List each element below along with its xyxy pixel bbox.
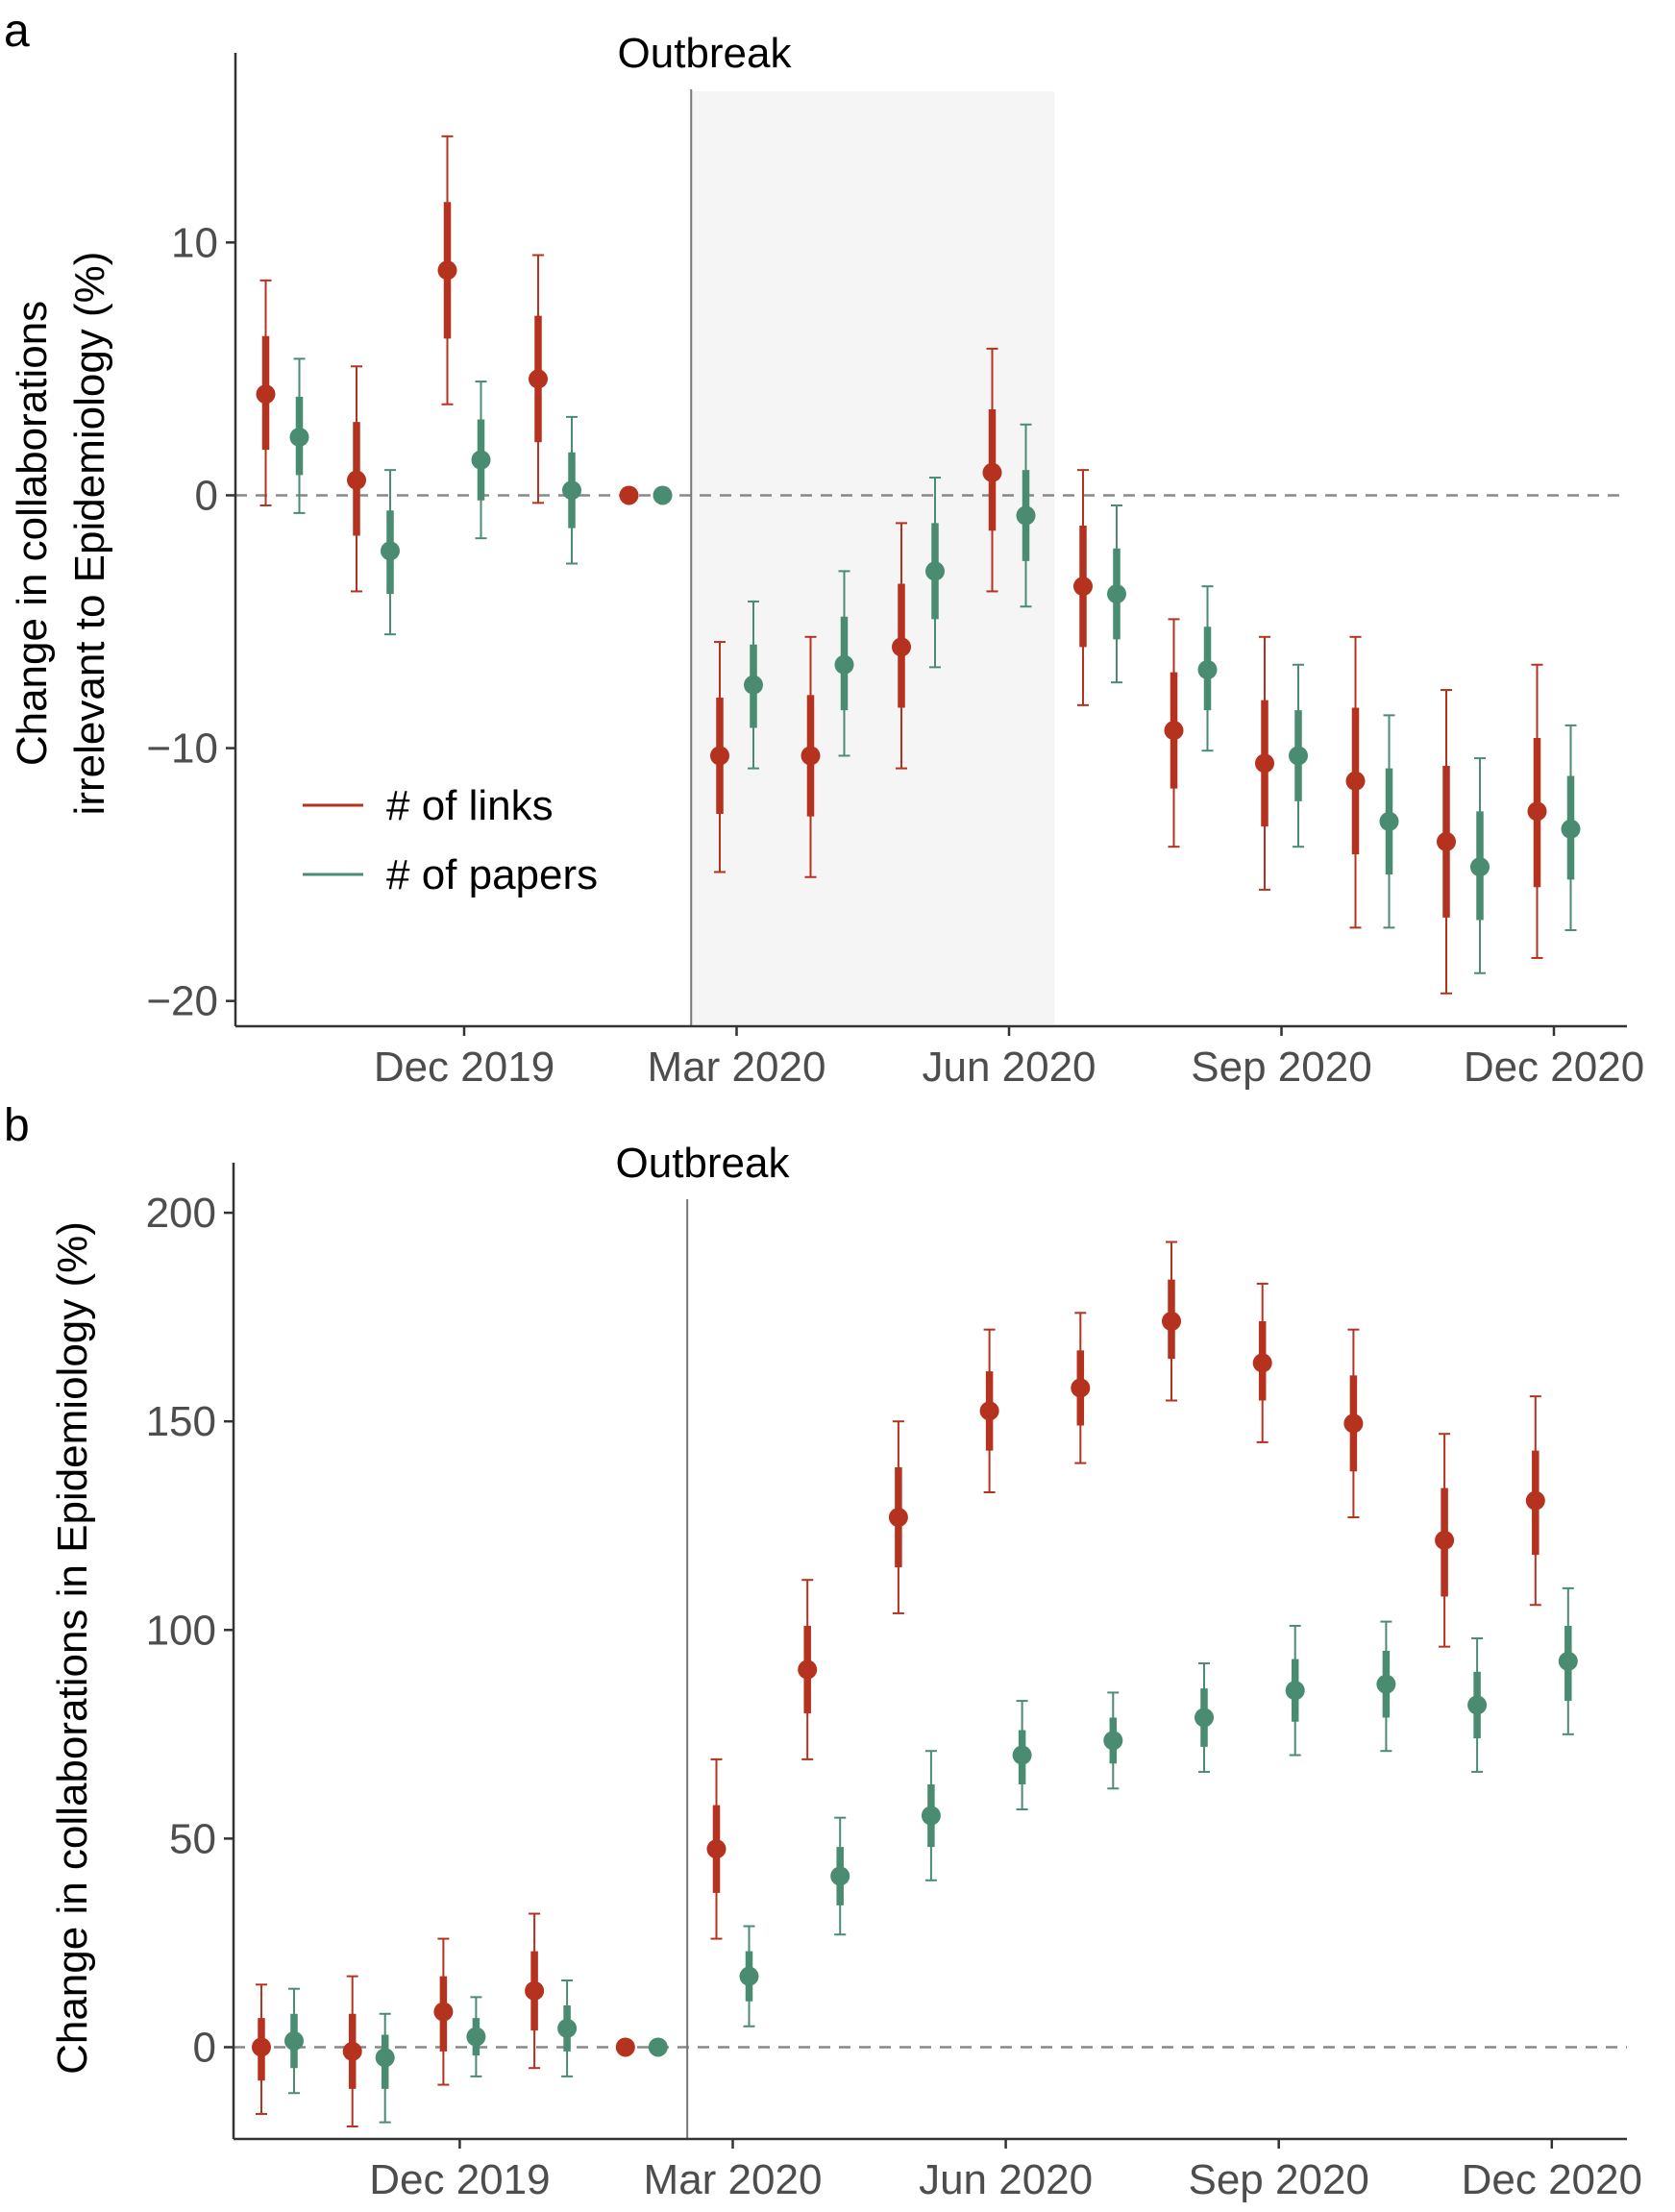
shaded-period [691, 91, 1055, 1024]
x-tick-label: Dec 2019 [369, 2156, 550, 2203]
data-point [1345, 771, 1366, 791]
data-point [1255, 753, 1274, 774]
y-axis-title: irrelevant to Epidemiology (%) [66, 252, 113, 816]
data-point [653, 485, 673, 505]
data-point [619, 485, 639, 505]
data-point [1107, 584, 1126, 604]
data-point [1073, 577, 1093, 597]
data-point [471, 450, 491, 470]
y-tick-label: −10 [146, 725, 218, 773]
data-point [529, 369, 548, 389]
data-point [982, 462, 1002, 482]
data-point [1470, 857, 1490, 877]
data-point [437, 260, 457, 281]
data-point [648, 2037, 668, 2057]
panel-letter: a [4, 6, 30, 57]
data-point [615, 2037, 635, 2057]
x-tick-label: Sep 2020 [1188, 2156, 1368, 2203]
data-point [1195, 1708, 1214, 1728]
data-point [1525, 1490, 1545, 1511]
data-point [798, 1659, 818, 1680]
data-point [1437, 831, 1456, 851]
series-papers [289, 357, 1581, 974]
data-point [1558, 1651, 1578, 1671]
data-point [525, 1980, 545, 2001]
data-point [979, 1401, 999, 1421]
data-point [289, 427, 309, 447]
series-links [256, 135, 1547, 995]
y-axis-title: Change in collaborations [9, 301, 56, 766]
panel-a: a Outbreak 10 0 −10 −20 Dec 2019 Mar 2020 Jun 20… [4, 6, 1644, 1091]
data-point [1197, 660, 1218, 680]
series-links [252, 1241, 1545, 2127]
data-point [562, 480, 581, 501]
data-point [342, 2041, 362, 2061]
data-point [1376, 1674, 1396, 1694]
data-point [347, 470, 366, 490]
data-point [1016, 505, 1036, 526]
data-point [801, 746, 821, 766]
x-tick-label: Dec 2020 [1462, 2156, 1642, 2203]
y-axis-title: Change in collaborations in Epidemiology… [49, 1221, 96, 2075]
panel-letter: b [4, 1100, 30, 1151]
data-point [284, 2030, 304, 2051]
series-papers [284, 1586, 1578, 2124]
data-point [1012, 1745, 1032, 1765]
data-point [375, 2048, 395, 2068]
data-point [1285, 1681, 1305, 1701]
data-point [1162, 1311, 1181, 1331]
y-tick-label: 0 [193, 2024, 216, 2071]
x-tick-label: Dec 2020 [1464, 1044, 1644, 1091]
data-point [921, 1806, 941, 1826]
data-point [1252, 1353, 1272, 1373]
data-point [557, 2018, 578, 2038]
data-point [744, 675, 763, 695]
data-point [892, 637, 911, 657]
data-point [830, 1866, 850, 1886]
x-tick-label: Dec 2019 [374, 1044, 554, 1091]
x-tick-label: Mar 2020 [644, 2156, 823, 2203]
x-tick-label: Sep 2020 [1191, 1044, 1371, 1091]
data-point [834, 654, 854, 675]
y-tick-label: 150 [146, 1398, 216, 1445]
data-point [381, 541, 400, 561]
x-tick-label: Mar 2020 [648, 1044, 826, 1091]
y-tick-label: 0 [195, 472, 218, 519]
data-point [1467, 1695, 1488, 1715]
outbreak-label: Outbreak [616, 1140, 791, 1187]
y-tick-label: 200 [146, 1190, 216, 1237]
y-tick-label: 10 [171, 219, 218, 266]
legend: # of links # of papers [303, 782, 598, 898]
x-tick-label: Jun 2020 [919, 2156, 1093, 2203]
data-point [710, 746, 729, 766]
x-tick-label: Jun 2020 [922, 1044, 1096, 1091]
data-point [706, 1839, 727, 1859]
data-point [433, 2002, 454, 2022]
data-point [925, 561, 945, 581]
data-point [1435, 1530, 1455, 1550]
data-point [1164, 721, 1184, 741]
data-point [1071, 1378, 1091, 1398]
outbreak-label: Outbreak [618, 30, 793, 77]
panel-b: b Outbreak 200 150 100 50 0 Dec 2019 Mar 2020 Jun… [4, 1100, 1642, 2203]
data-point [1289, 746, 1308, 766]
y-tick-label: 100 [146, 1607, 216, 1654]
y-tick-label: −20 [146, 978, 218, 1025]
data-point [1527, 801, 1547, 822]
data-point [466, 2027, 486, 2047]
data-point [888, 1508, 908, 1528]
data-point [739, 1966, 759, 1986]
data-point [252, 2037, 271, 2057]
y-tick-label: 50 [169, 1815, 216, 1862]
legend-label: # of links [386, 782, 554, 829]
data-point [256, 384, 276, 405]
data-point [1561, 819, 1581, 839]
data-point [1379, 811, 1399, 831]
data-point [1103, 1731, 1123, 1751]
data-point [1343, 1413, 1364, 1434]
legend-label: # of papers [386, 851, 598, 898]
